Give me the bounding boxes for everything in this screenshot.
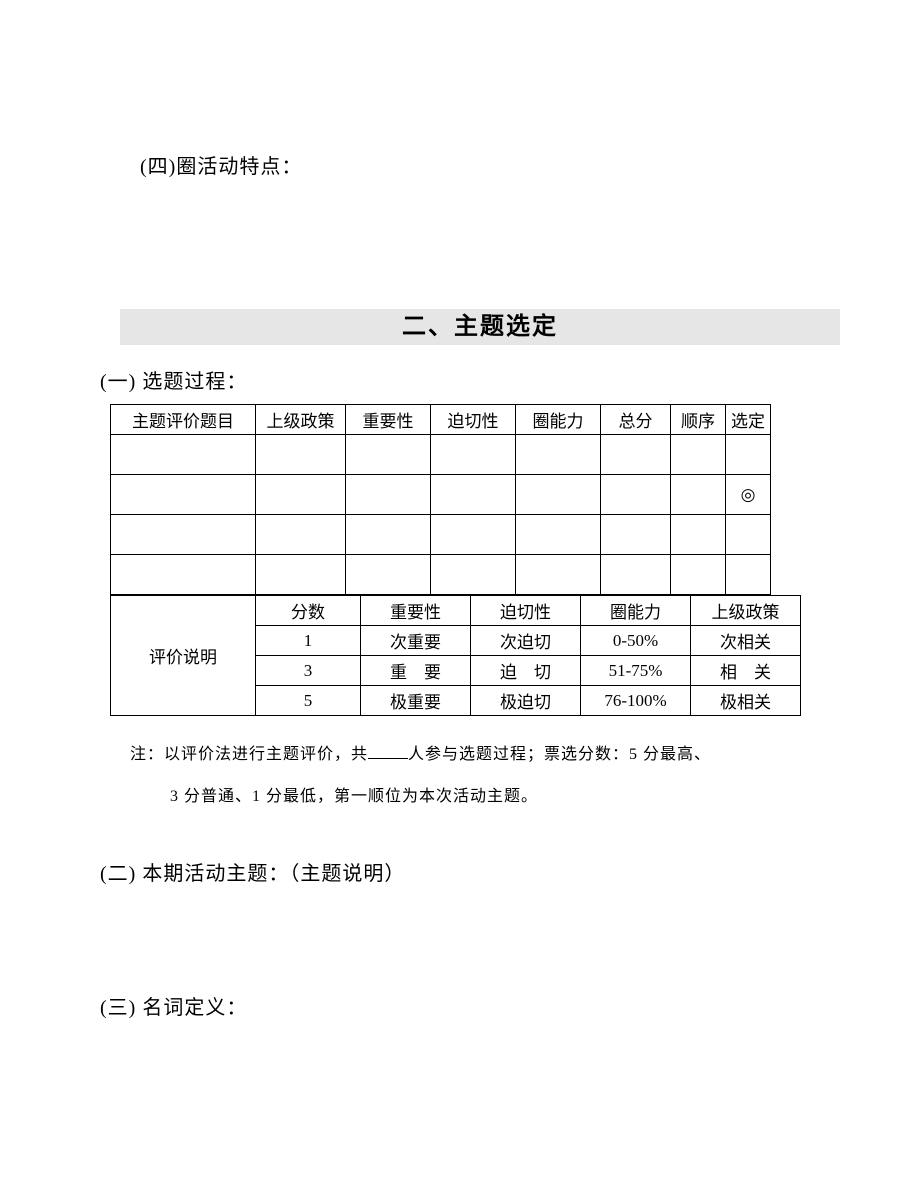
cell	[431, 555, 516, 595]
note-line1-b: 人参与选题过程；票选分数：5 分最高、	[408, 746, 711, 763]
cell	[431, 475, 516, 515]
cell-score: 1	[256, 626, 361, 656]
cell	[111, 515, 256, 555]
table-row	[111, 435, 771, 475]
cell-policy: 相 关	[691, 656, 801, 686]
subheading-selection-process: (一) 选题过程：	[100, 365, 820, 394]
subheading-activity-topic: (二) 本期活动主题：（主题说明）	[100, 857, 820, 886]
table-header-row: 主题评价题目 上级政策 重要性 迫切性 圈能力 总分 顺序 选定	[111, 405, 771, 435]
th-total: 总分	[601, 405, 671, 435]
gh-urgency: 迫切性	[471, 596, 581, 626]
cell-score: 3	[256, 656, 361, 686]
cell	[346, 515, 431, 555]
evaluation-table: 主题评价题目 上级政策 重要性 迫切性 圈能力 总分 顺序 选定 ◎	[110, 404, 771, 595]
cell	[111, 555, 256, 595]
note-text: 注：以评价法进行主题评价，共 人参与选题过程；票选分数：5 分最高、 3 分普通、…	[130, 734, 820, 817]
th-order: 顺序	[671, 405, 726, 435]
th-selected: 选定	[726, 405, 771, 435]
cell	[671, 435, 726, 475]
cell	[346, 555, 431, 595]
cell	[516, 435, 601, 475]
gh-policy: 上级政策	[691, 596, 801, 626]
cell	[726, 555, 771, 595]
th-importance: 重要性	[346, 405, 431, 435]
cell-policy: 极相关	[691, 686, 801, 716]
cell	[256, 555, 346, 595]
tables-container: 主题评价题目 上级政策 重要性 迫切性 圈能力 总分 顺序 选定 ◎	[110, 404, 820, 716]
cell	[671, 555, 726, 595]
table-row	[111, 515, 771, 555]
cell-importance: 重 要	[361, 656, 471, 686]
note-line2: 3 分普通、1 分最低，第一顺位为本次活动主题。	[170, 776, 538, 818]
cell	[256, 515, 346, 555]
cell-importance: 次重要	[361, 626, 471, 656]
note-line1-a: 注：以评价法进行主题评价，共	[130, 746, 368, 763]
cell-score: 5	[256, 686, 361, 716]
gh-score: 分数	[256, 596, 361, 626]
subheading-term-definition: (三) 名词定义：	[100, 991, 820, 1020]
cell	[601, 435, 671, 475]
heading-circle-features: (四)圈活动特点：	[140, 150, 820, 179]
gh-ability: 圈能力	[581, 596, 691, 626]
document-page: (四)圈活动特点： 二、主题选定 (一) 选题过程： 主题评价题目 上级政策 重…	[0, 0, 920, 1080]
th-ability: 圈能力	[516, 405, 601, 435]
cell	[516, 555, 601, 595]
cell	[516, 515, 601, 555]
cell	[111, 435, 256, 475]
cell	[431, 515, 516, 555]
table-row: ◎	[111, 475, 771, 515]
cell-ability: 51-75%	[581, 656, 691, 686]
cell	[346, 475, 431, 515]
cell-selected-mark: ◎	[726, 475, 771, 515]
cell	[726, 515, 771, 555]
cell	[346, 435, 431, 475]
cell-urgency: 极迫切	[471, 686, 581, 716]
cell	[671, 475, 726, 515]
cell	[671, 515, 726, 555]
guide-header-row: 评价说明 分数 重要性 迫切性 圈能力 上级政策	[111, 596, 801, 626]
cell-urgency: 迫 切	[471, 656, 581, 686]
gh-importance: 重要性	[361, 596, 471, 626]
cell	[726, 435, 771, 475]
scoring-guide-table: 评价说明 分数 重要性 迫切性 圈能力 上级政策 1 次重要 次迫切 0-50%…	[110, 595, 801, 716]
cell	[256, 475, 346, 515]
cell-urgency: 次迫切	[471, 626, 581, 656]
cell	[431, 435, 516, 475]
section-banner-topic-selection: 二、主题选定	[120, 309, 840, 345]
cell-ability: 76-100%	[581, 686, 691, 716]
cell	[601, 515, 671, 555]
cell-importance: 极重要	[361, 686, 471, 716]
cell-ability: 0-50%	[581, 626, 691, 656]
cell	[111, 475, 256, 515]
cell	[601, 475, 671, 515]
blank-underline	[368, 743, 408, 759]
th-topic: 主题评价题目	[111, 405, 256, 435]
cell	[256, 435, 346, 475]
cell-policy: 次相关	[691, 626, 801, 656]
th-policy: 上级政策	[256, 405, 346, 435]
cell	[601, 555, 671, 595]
th-urgency: 迫切性	[431, 405, 516, 435]
cell	[516, 475, 601, 515]
guide-row-label: 评价说明	[111, 596, 256, 716]
table-row	[111, 555, 771, 595]
